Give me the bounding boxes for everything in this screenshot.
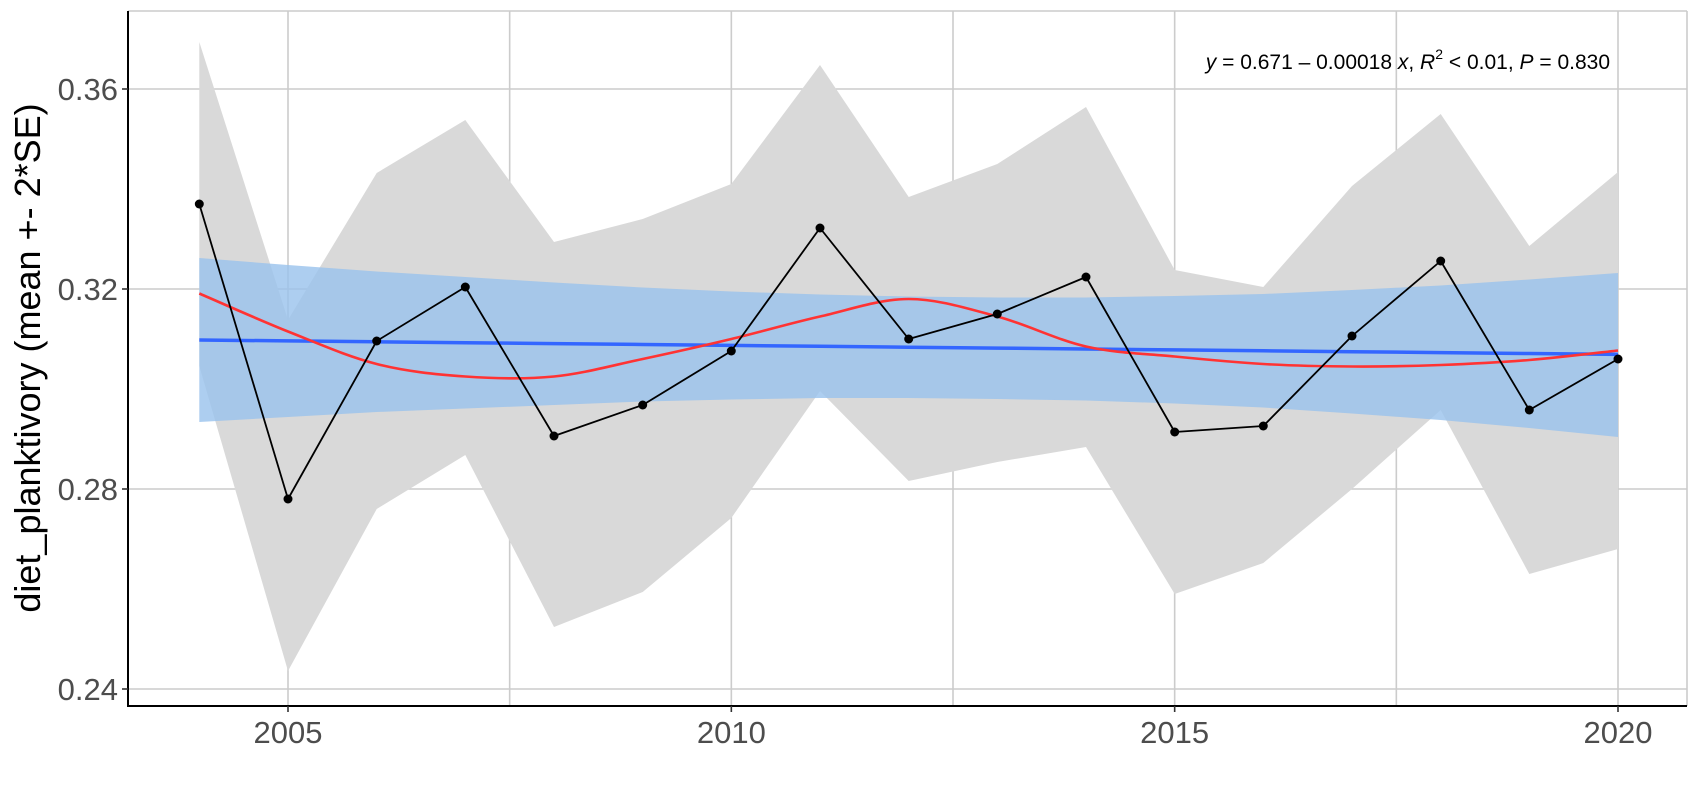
- axes: [127, 11, 1687, 707]
- data-point: [1258, 421, 1268, 431]
- linear-fit-line: [199, 338, 1619, 357]
- y-tick-label: 0.24: [58, 672, 118, 707]
- x-tick-label: 2005: [254, 715, 323, 750]
- regression-annotation: y = 0.671 – 0.00018 x, R2 < 0.01, P = 0.…: [1204, 46, 1610, 74]
- y-axis-title: diet_planktivory (mean +- 2*SE): [7, 103, 48, 612]
- data-point: [904, 334, 914, 344]
- loess-smooth-line: [198, 292, 1619, 380]
- annotation-p-var: P: [1520, 51, 1534, 74]
- data-point: [1347, 331, 1357, 341]
- x-tick-label: 2010: [697, 715, 766, 750]
- data-point: [1613, 354, 1623, 364]
- data-point: [992, 309, 1002, 319]
- annotation-x-var: x: [1397, 51, 1410, 74]
- data-point: [638, 400, 648, 410]
- annotation-p-value: = 0.830: [1534, 51, 1610, 74]
- linear-fit-path: [199, 338, 1619, 357]
- data-point: [726, 346, 736, 356]
- data-point: [1170, 427, 1180, 437]
- annotation-separator: ,: [1408, 51, 1420, 74]
- data-point: [372, 336, 382, 346]
- annotation-r-var: R: [1420, 51, 1435, 74]
- mean-points: [194, 199, 1623, 504]
- x-axis-ticks: 2005 2010 2015 2020: [254, 706, 1653, 750]
- data-point: [194, 199, 204, 209]
- data-point: [283, 494, 293, 504]
- annotation-equation: = 0.671 – 0.00018: [1216, 51, 1398, 74]
- annotation-r-superscript: 2: [1435, 46, 1443, 62]
- data-point: [460, 282, 470, 292]
- annotation-y-var: y: [1204, 51, 1218, 74]
- y-tick-label: 0.28: [58, 472, 118, 507]
- y-tick-label: 0.36: [58, 72, 118, 107]
- x-tick-label: 2020: [1584, 715, 1653, 750]
- data-point: [1081, 272, 1091, 282]
- data-point: [1436, 256, 1446, 266]
- y-axis-ticks: 0.24 0.28 0.32 0.36: [58, 72, 128, 707]
- data-point: [549, 431, 559, 441]
- annotation-r-value: < 0.01,: [1443, 51, 1519, 74]
- data-point: [1524, 405, 1534, 415]
- y-tick-label: 0.32: [58, 272, 118, 307]
- x-tick-label: 2015: [1140, 715, 1209, 750]
- loess-path: [198, 292, 1619, 380]
- data-point: [815, 223, 825, 233]
- panel-border: [128, 10, 1688, 706]
